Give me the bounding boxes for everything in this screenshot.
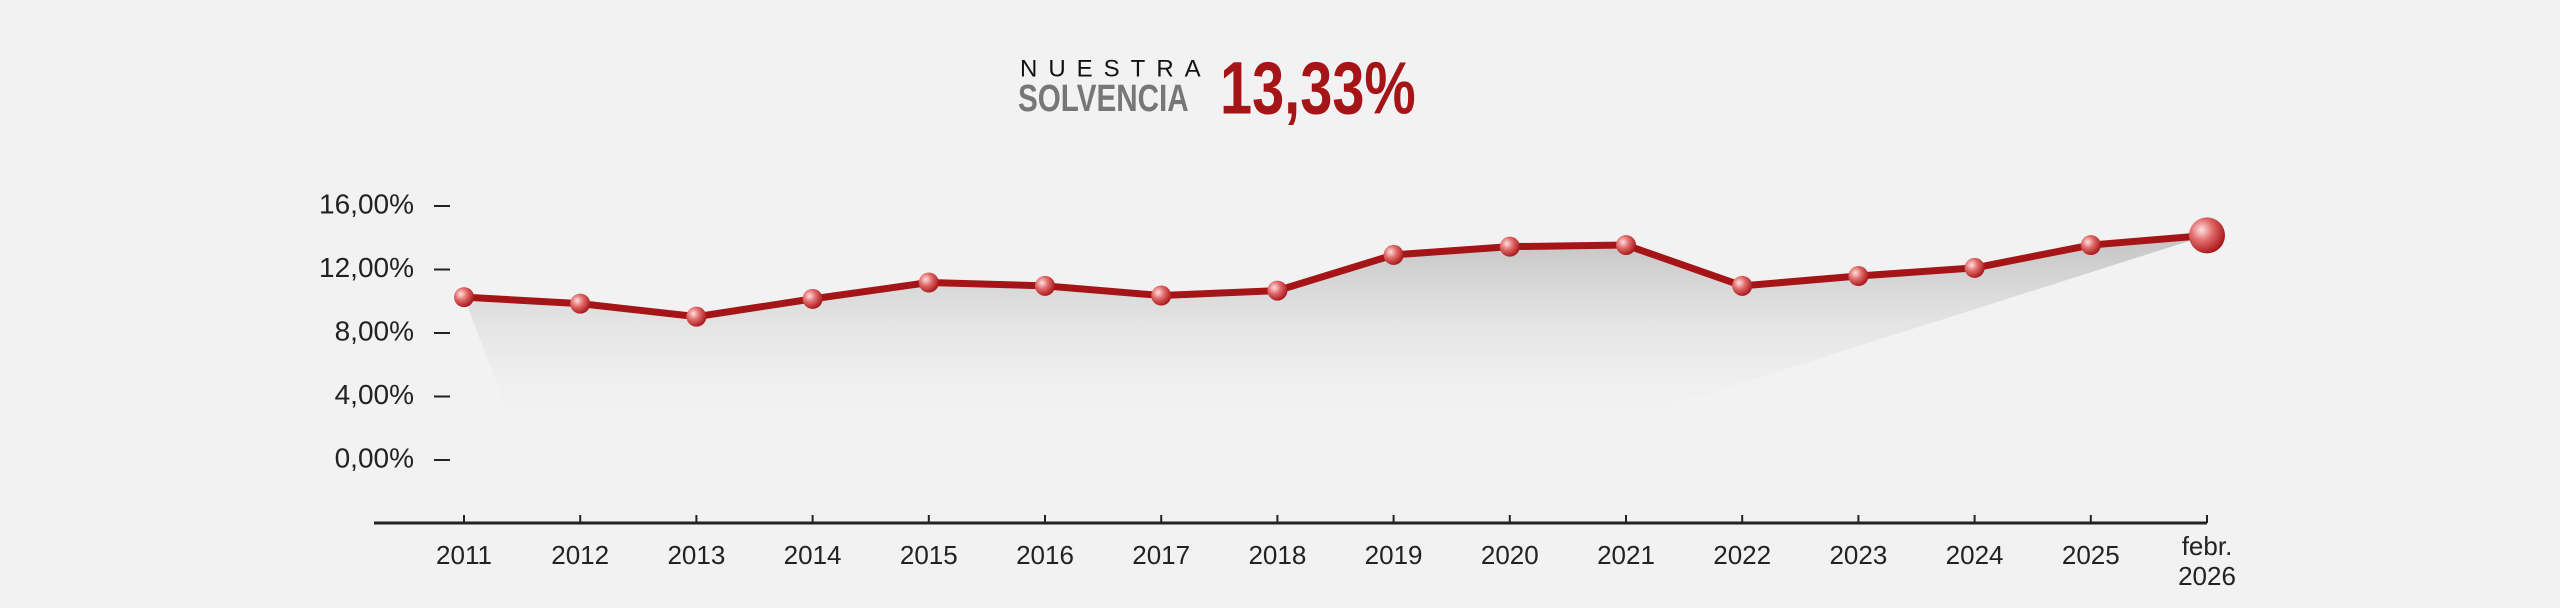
x-tick-label: 2025 <box>2061 540 2120 570</box>
y-tick-label: 0,00% <box>335 442 414 473</box>
x-tick-label: 2018 <box>1248 540 1307 570</box>
point <box>1499 236 1520 257</box>
point <box>1616 235 1636 256</box>
x-tick-label: 2024 <box>1945 540 2004 570</box>
x-tick-label: 2014 <box>783 540 842 570</box>
title-word: SOLVENCIA <box>1018 78 1189 120</box>
x-tick-label: 2023 <box>1829 540 1888 570</box>
x-tick-label: 2021 <box>1597 540 1655 570</box>
x-tick-label: 2012 <box>551 540 610 570</box>
y-tick-label: 4,00% <box>335 379 414 410</box>
y-tick-label: 16,00% <box>319 188 414 219</box>
point <box>2189 217 2225 254</box>
point <box>1267 280 1288 301</box>
line <box>463 231 2208 321</box>
x-tick-label: 2022 <box>1713 540 1772 570</box>
point <box>1151 285 1172 306</box>
title-value: 13,33% <box>1220 48 1416 131</box>
x-tick-label: 2013 <box>667 540 726 570</box>
point <box>570 293 591 314</box>
x-tick-label: 2016 <box>1016 540 1074 570</box>
point <box>2080 235 2101 256</box>
x-tick-label: 2015 <box>899 540 958 570</box>
x-tick-label: 2020 <box>1480 540 1539 570</box>
x-tick-label: 2019 <box>1364 540 1423 570</box>
point <box>802 288 823 309</box>
title-small: NUESTRA <box>1020 55 1212 82</box>
point <box>918 272 939 293</box>
y-tick-label: 12,00% <box>319 252 414 283</box>
x-tick-label: febr. 2026 <box>2178 531 2236 591</box>
point <box>1035 275 1055 296</box>
y-tick-label: 8,00% <box>335 315 414 346</box>
line-shadow <box>464 235 2207 430</box>
point <box>686 306 707 327</box>
x-tick-label: 2017 <box>1132 540 1191 570</box>
x-tick-label: 2011 <box>436 540 492 570</box>
point <box>1848 266 1869 287</box>
point <box>1383 244 1404 265</box>
point <box>1732 275 1753 296</box>
point <box>454 287 474 308</box>
point <box>1964 257 1985 278</box>
